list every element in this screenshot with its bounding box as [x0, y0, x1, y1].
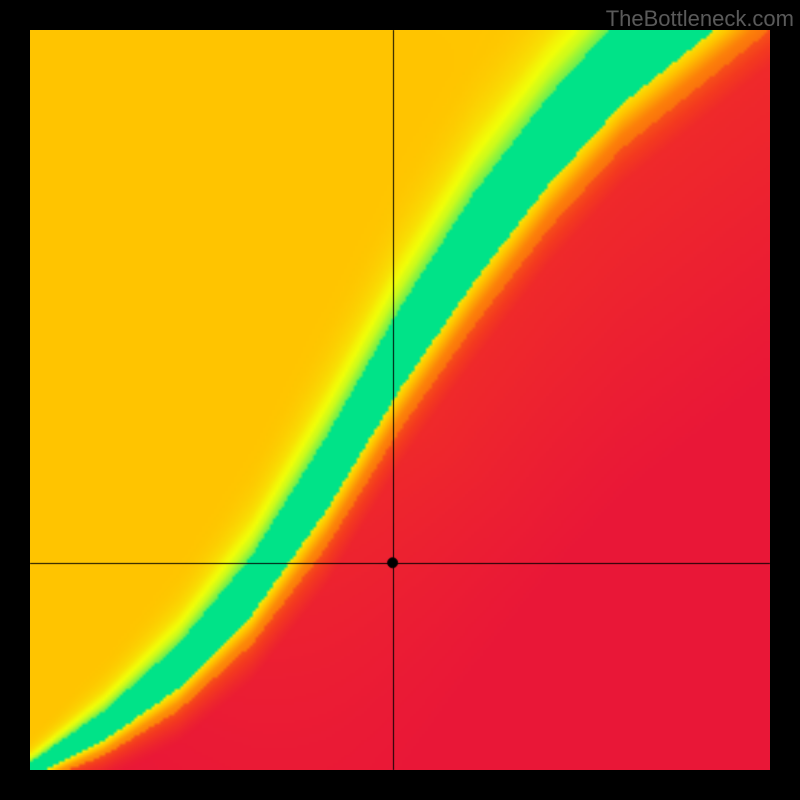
bottleneck-chart-frame: TheBottleneck.com — [0, 0, 800, 800]
watermark-text: TheBottleneck.com — [606, 6, 794, 32]
bottleneck-heatmap-canvas — [30, 30, 770, 770]
